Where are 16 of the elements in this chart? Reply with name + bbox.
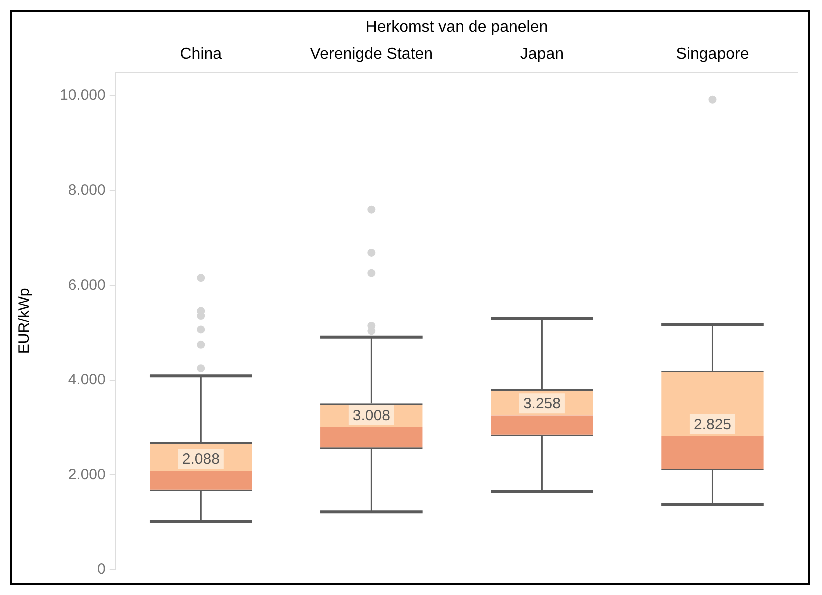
y-tick-label: 8.000: [68, 182, 106, 200]
y-tick-label: 4.000: [68, 372, 106, 389]
y-tick-label: 0: [98, 561, 106, 578]
x-tick-label: Singapore: [676, 46, 750, 64]
x-axis-title: Herkomst van de panelen: [366, 19, 548, 36]
text: 3.258: [523, 396, 561, 413]
text: 3.008: [352, 408, 390, 425]
y-tick-label: 10.000: [60, 87, 106, 104]
x-tick-label: Verenigde Staten: [310, 46, 434, 64]
x-tick-label: China: [180, 46, 222, 64]
text: 2.825: [694, 416, 732, 434]
y-tick-label: 6.000: [68, 276, 106, 294]
text: 2.088: [182, 451, 220, 468]
x-tick-label: Japan: [520, 46, 564, 64]
y-axis-title: EUR/kWp: [16, 288, 34, 354]
y-tick-label: 2.000: [68, 466, 106, 484]
